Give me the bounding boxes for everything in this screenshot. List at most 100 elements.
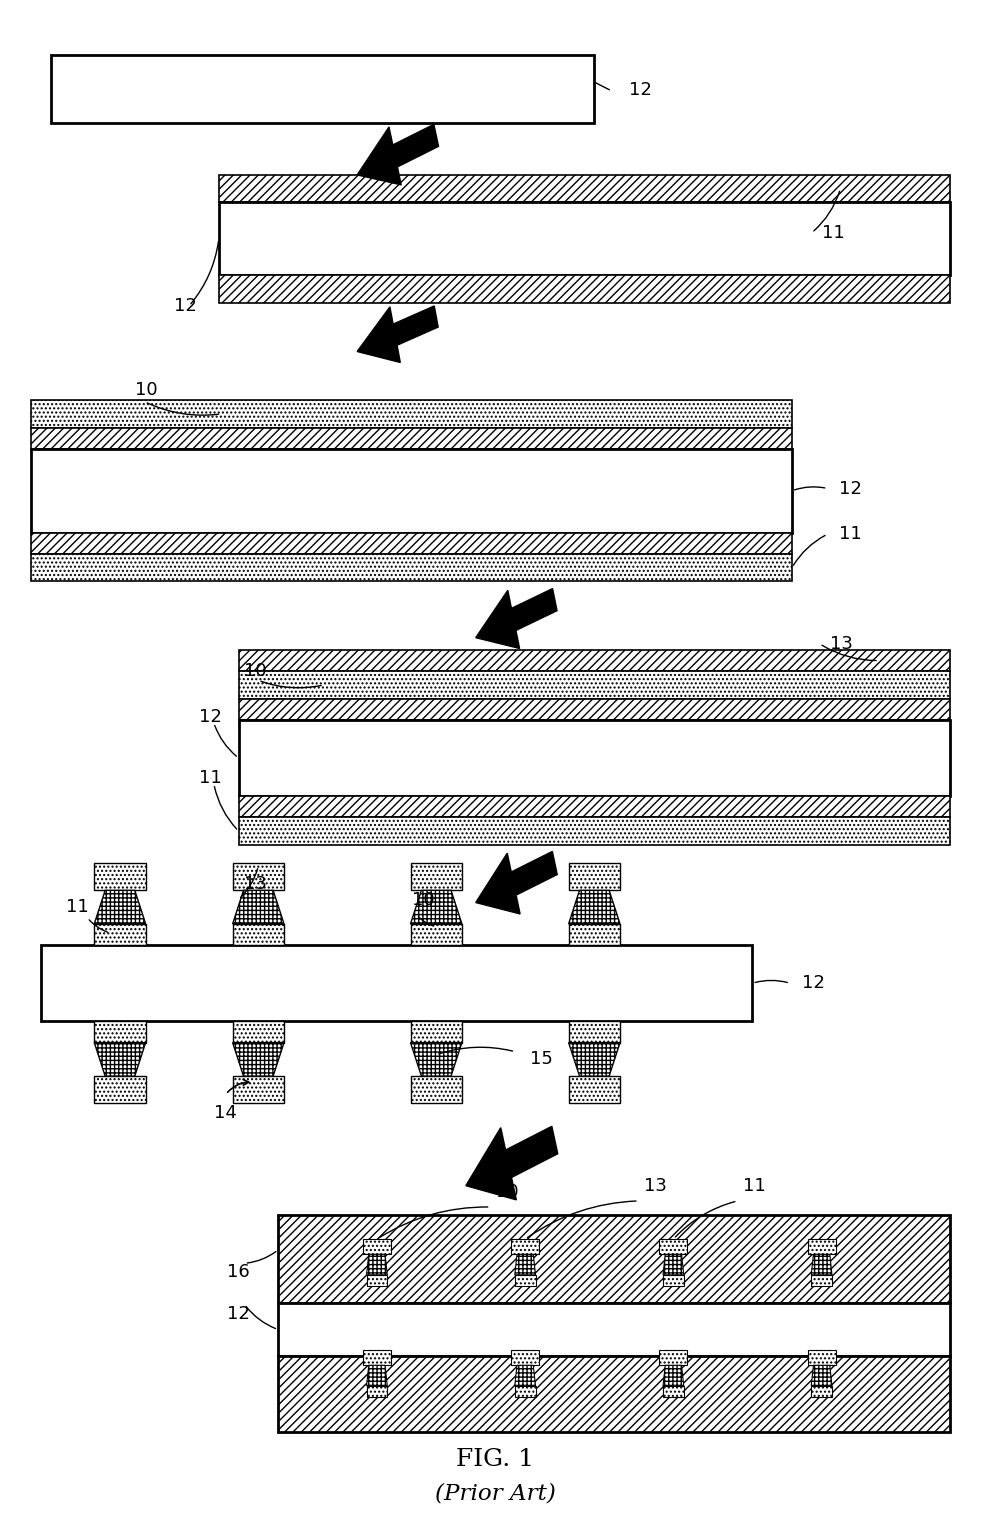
Polygon shape (663, 1255, 684, 1275)
Polygon shape (466, 1127, 516, 1200)
Bar (233, 1077, 284, 1104)
Polygon shape (569, 1043, 620, 1077)
Bar (239, 720, 950, 796)
Bar (219, 276, 950, 303)
Text: 12: 12 (802, 974, 825, 993)
Bar (219, 203, 950, 276)
Bar (94, 1022, 146, 1043)
Text: 11: 11 (199, 769, 222, 787)
Text: 10: 10 (135, 381, 158, 398)
Text: 12: 12 (629, 81, 652, 99)
Polygon shape (357, 307, 400, 363)
Polygon shape (514, 1365, 535, 1386)
Bar (51, 55, 595, 124)
Bar (410, 924, 462, 946)
Polygon shape (812, 1255, 832, 1275)
Polygon shape (367, 1255, 387, 1275)
Polygon shape (511, 851, 557, 895)
Bar (410, 863, 462, 891)
Bar (31, 400, 792, 427)
Bar (569, 924, 620, 946)
Polygon shape (393, 307, 438, 345)
Bar (278, 1356, 950, 1432)
Text: 12: 12 (199, 708, 222, 726)
Text: FIG. 1: FIG. 1 (457, 1449, 534, 1472)
Bar (569, 863, 620, 891)
Text: 10: 10 (244, 662, 267, 680)
Text: 11: 11 (742, 1177, 765, 1194)
Bar (511, 1240, 539, 1255)
Polygon shape (94, 1043, 146, 1077)
Polygon shape (505, 1127, 558, 1177)
Bar (663, 1386, 684, 1397)
Text: 14: 14 (214, 1104, 237, 1121)
Polygon shape (812, 1365, 832, 1386)
Bar (94, 1077, 146, 1104)
Text: 11: 11 (839, 525, 862, 543)
Polygon shape (476, 590, 519, 648)
Text: 10: 10 (411, 891, 434, 909)
Text: (Prior Art): (Prior Art) (435, 1482, 556, 1504)
Text: 15: 15 (530, 1051, 553, 1069)
Bar (31, 532, 792, 554)
Bar (233, 863, 284, 891)
Polygon shape (410, 891, 462, 924)
Bar (239, 817, 950, 845)
Bar (514, 1275, 535, 1286)
Text: 13: 13 (644, 1177, 667, 1194)
Bar (808, 1351, 835, 1365)
Text: 10: 10 (496, 1183, 518, 1200)
Bar (233, 1022, 284, 1043)
Polygon shape (514, 1255, 535, 1275)
Bar (239, 671, 950, 698)
Polygon shape (233, 891, 284, 924)
Polygon shape (357, 127, 401, 185)
Bar (31, 554, 792, 581)
Bar (514, 1386, 535, 1397)
Bar (410, 1022, 462, 1043)
Bar (278, 1214, 950, 1302)
Bar (363, 1351, 391, 1365)
Bar (659, 1240, 688, 1255)
Bar (410, 1077, 462, 1104)
Bar (239, 698, 950, 720)
Polygon shape (476, 852, 520, 913)
Bar (367, 1275, 387, 1286)
Polygon shape (569, 891, 620, 924)
Bar (367, 1386, 387, 1397)
Bar (31, 448, 792, 532)
Text: 12: 12 (227, 1304, 250, 1322)
Text: 11: 11 (822, 224, 844, 242)
Bar (812, 1386, 832, 1397)
Bar (233, 924, 284, 946)
Bar (239, 796, 950, 817)
Bar (278, 1302, 950, 1356)
Polygon shape (511, 589, 557, 630)
Bar (41, 946, 752, 1022)
Text: 12: 12 (174, 297, 197, 314)
Bar (94, 863, 146, 891)
Bar (219, 175, 950, 203)
Polygon shape (94, 891, 146, 924)
Bar (569, 1077, 620, 1104)
Bar (511, 1351, 539, 1365)
Bar (239, 650, 950, 671)
Text: 13: 13 (244, 875, 267, 894)
Bar (808, 1240, 835, 1255)
Text: 16: 16 (227, 1263, 250, 1281)
Polygon shape (663, 1365, 684, 1386)
Bar (363, 1240, 391, 1255)
Bar (812, 1275, 832, 1286)
Polygon shape (233, 1043, 284, 1077)
Text: 12: 12 (839, 479, 862, 497)
Bar (663, 1275, 684, 1286)
Bar (569, 1022, 620, 1043)
Text: 11: 11 (65, 898, 88, 917)
Polygon shape (410, 1043, 462, 1077)
Bar (659, 1351, 688, 1365)
Bar (31, 427, 792, 448)
Polygon shape (392, 125, 439, 166)
Text: 13: 13 (829, 634, 852, 653)
Bar (94, 924, 146, 946)
Polygon shape (367, 1365, 387, 1386)
